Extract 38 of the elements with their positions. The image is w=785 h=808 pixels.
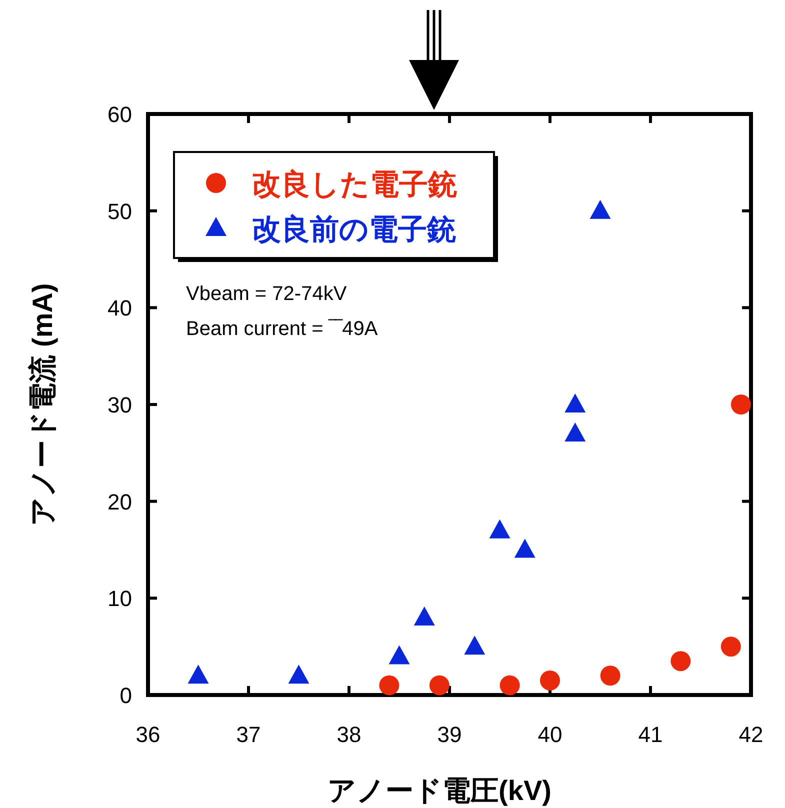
point <box>429 675 450 696</box>
point <box>540 670 560 690</box>
y-tick-label: 40 <box>108 296 132 321</box>
x-tick-label: 37 <box>236 722 261 747</box>
point <box>670 651 691 672</box>
point <box>188 664 209 684</box>
point <box>388 645 410 664</box>
y-tick-label: 30 <box>108 392 132 418</box>
point <box>514 538 536 558</box>
y-tick-label: 60 <box>108 102 132 127</box>
point <box>288 664 310 684</box>
legend-label: 改良した電子銃 <box>252 168 457 201</box>
point <box>379 675 400 696</box>
y-tick-label: 0 <box>120 683 132 708</box>
point <box>464 636 486 655</box>
point <box>414 606 435 626</box>
annotation: Beam current = ‾‾49A <box>186 318 378 340</box>
x-tick-label: 36 <box>136 722 160 747</box>
y-axis-title: アノード電流 (mA) <box>27 283 58 526</box>
annotation: Vbeam = 72-74kV <box>186 283 348 305</box>
point <box>590 200 611 219</box>
x-tick-label: 42 <box>738 722 764 747</box>
x-tick-label: 39 <box>437 722 462 747</box>
point <box>720 636 741 657</box>
legend-label: 改良前の電子銃 <box>252 213 456 246</box>
y-tick-label: 20 <box>108 489 132 514</box>
x-axis-title: アノード電圧(kV) <box>328 775 552 806</box>
point <box>564 394 586 412</box>
x-tick-label: 38 <box>336 722 362 747</box>
point <box>730 394 751 414</box>
x-tick-label: 41 <box>638 722 663 747</box>
point <box>489 519 510 538</box>
point <box>500 675 520 696</box>
x-tick-label: 40 <box>538 722 562 747</box>
y-tick-label: 10 <box>108 586 132 612</box>
y-tick-label: 50 <box>108 198 132 224</box>
point <box>564 422 586 442</box>
point <box>600 666 620 686</box>
